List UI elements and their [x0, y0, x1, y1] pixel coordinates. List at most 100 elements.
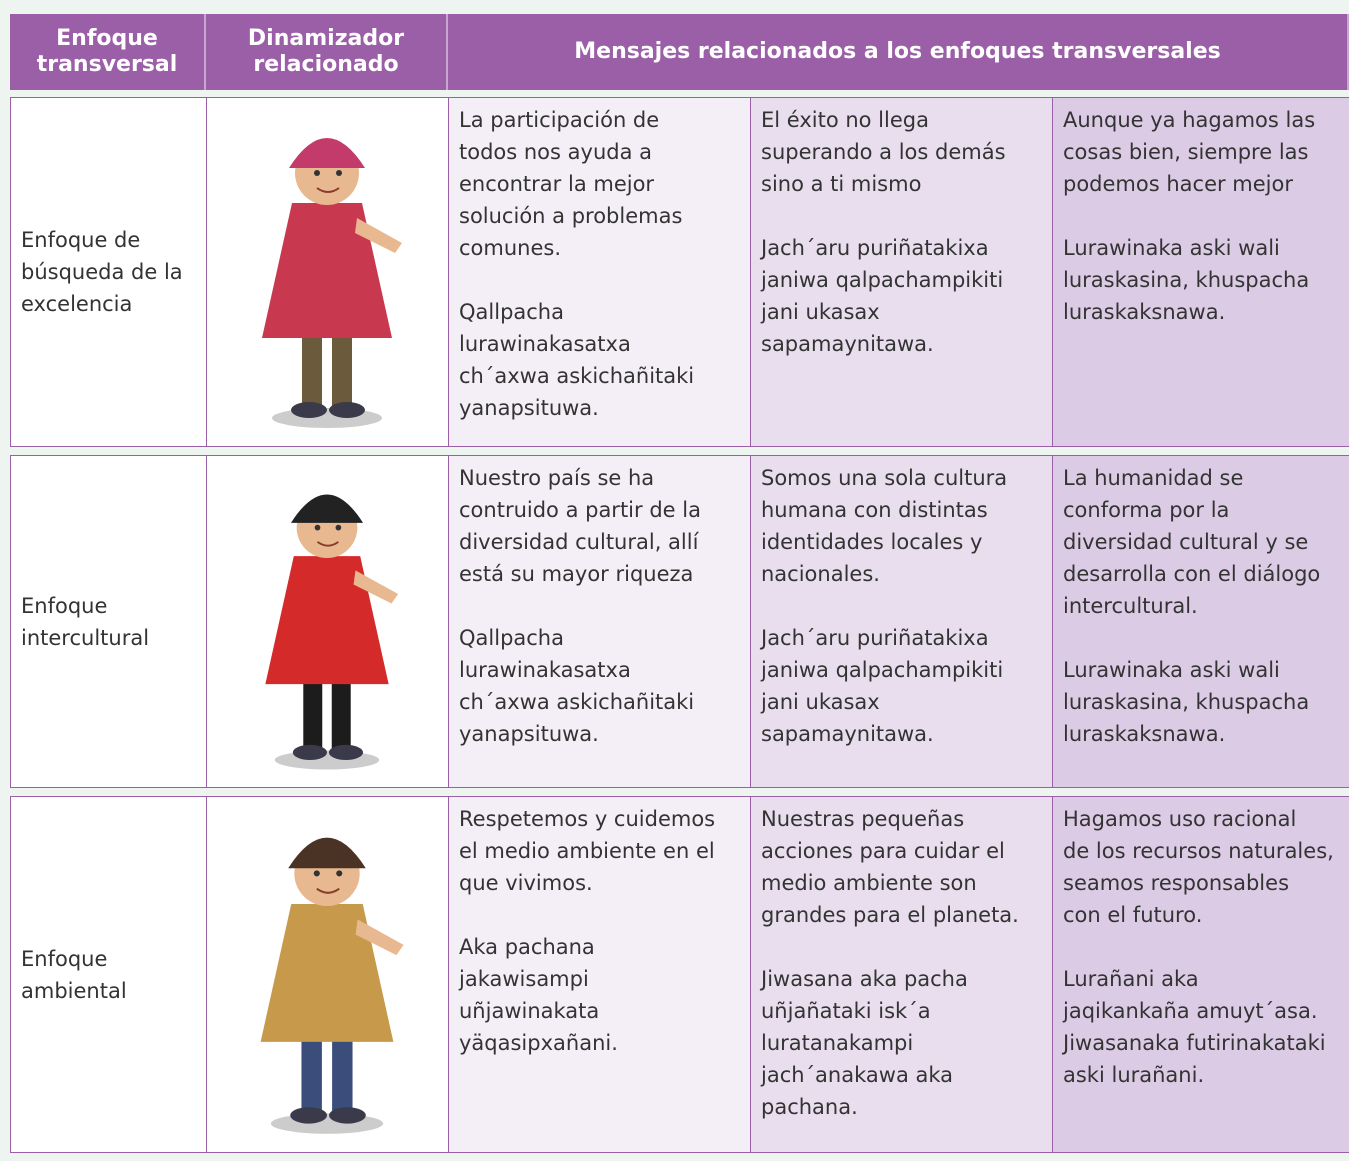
figure-cell: [206, 455, 449, 788]
message-spanish: conforma por la: [1063, 498, 1230, 522]
message-aymara: jach´anakawa aka: [761, 1063, 954, 1087]
message-spanish: cosas bien, siempre las: [1063, 140, 1309, 164]
message-cell: Nuestras pequeñas acciones para cuidar el…: [750, 796, 1053, 1153]
message-spanish: seamos responsables: [1063, 871, 1290, 895]
paragraph-gap: [459, 899, 740, 931]
message-cell: Hagamos uso racional de los recursos natu…: [1052, 796, 1349, 1153]
message-spanish: nacionales.: [761, 562, 880, 586]
message-aymara: yanapsituwa.: [459, 722, 599, 746]
message-spanish: desarrolla con el diálogo: [1063, 562, 1321, 586]
message-spanish: Respetemos y cuidemos: [459, 807, 716, 831]
message-aymara: janiwa qalpachampikiti: [761, 268, 1004, 292]
message-aymara: luratanakampi: [761, 1031, 914, 1055]
paragraph-gap: [459, 590, 740, 622]
message-spanish: Nuestras pequeñas: [761, 807, 965, 831]
message-aymara: Qallpacha: [459, 300, 564, 324]
message-aymara: janiwa qalpachampikiti: [761, 658, 1004, 682]
approach-text: Enfoque de: [21, 228, 141, 252]
message-aymara: jakawisampi: [459, 967, 589, 991]
message-spanish: podemos hacer mejor: [1063, 172, 1293, 196]
message-cell: El éxito no llega superando a los demás si…: [750, 97, 1053, 447]
approach-text: intercultural: [21, 625, 150, 650]
message-cell: Aunque ya hagamos las cosas bien, siempre…: [1052, 97, 1349, 447]
message-spanish: intercultural.: [1063, 594, 1198, 618]
message-aymara: sapamaynitawa.: [761, 332, 934, 356]
message-spanish: Nuestro país se ha: [459, 466, 655, 490]
message-spanish: identidades locales y: [761, 530, 983, 554]
message-cell: Nuestro país se ha contruido a partir de …: [448, 455, 751, 788]
header-text: Mensajes relacionados a los enfoques tra…: [574, 39, 1221, 64]
header-text: transversal: [36, 52, 178, 77]
message-aymara: luraskasina, khuspacha: [1063, 268, 1310, 292]
message-spanish: El éxito no llega: [761, 108, 929, 132]
message-aymara: jaqikankaña amuyt´asa.: [1063, 999, 1318, 1023]
message-aymara: luraskaksnawa.: [1063, 722, 1226, 746]
character-illustration: [265, 494, 399, 770]
message-aymara: Lurañani aka: [1063, 967, 1199, 991]
header-cell: Mensajes relacionados a los enfoques tra…: [448, 14, 1349, 90]
message-spanish: comunes.: [459, 236, 562, 260]
message-aymara: Lurawinaka aski wali: [1063, 658, 1280, 682]
message-aymara: yanapsituwa.: [459, 396, 599, 420]
message-spanish: de los recursos naturales,: [1063, 839, 1334, 863]
message-spanish: solución a problemas: [459, 204, 683, 228]
approach-text: Enfoque: [21, 593, 108, 618]
message-aymara: Lurawinaka aski wali: [1063, 236, 1280, 260]
message-spanish: el medio ambiente en el: [459, 839, 715, 863]
approach-cell: Enfoque intercultural: [10, 455, 207, 788]
message-aymara: aski lurañani.: [1063, 1063, 1205, 1087]
approach-text: Enfoque: [21, 946, 108, 971]
message-cell: Somos una sola cultura humana con distint…: [750, 455, 1053, 788]
message-spanish: sino a ti mismo: [761, 172, 922, 196]
message-spanish: diversidad cultural y se: [1063, 530, 1309, 554]
character-illustration: [262, 138, 402, 428]
approach-text: ambiental: [21, 978, 127, 1003]
paragraph-gap: [1063, 200, 1339, 232]
approach-cell: Enfoque de búsqueda de la excelencia: [10, 97, 207, 447]
paragraph-gap: [1063, 931, 1339, 963]
message-spanish: acciones para cuidar el: [761, 839, 1005, 863]
message-spanish: Hagamos uso racional: [1063, 807, 1297, 831]
message-spanish: humana con distintas: [761, 498, 988, 522]
message-aymara: Jach´aru puriñatakixa: [761, 236, 989, 260]
message-spanish: Somos una sola cultura: [761, 466, 1008, 490]
message-cell: Respetemos y cuidemos el medio ambiente e…: [448, 796, 751, 1153]
message-spanish: La humanidad se: [1063, 466, 1244, 490]
message-aymara: Jiwasana aka pacha: [761, 967, 968, 991]
header-text: Dinamizador: [247, 26, 405, 51]
message-aymara: Qallpacha: [459, 626, 564, 650]
message-aymara: Jiwasanaka futirinakataki: [1063, 1031, 1326, 1055]
message-spanish: La participación de: [459, 108, 660, 132]
message-cell: La humanidad se conforma por la diversidad…: [1052, 455, 1349, 788]
paragraph-gap: [761, 590, 1042, 622]
message-aymara: lurawinakasatxa: [459, 332, 631, 356]
message-aymara: luraskasina, khuspacha: [1063, 690, 1310, 714]
figure-cell: [206, 97, 449, 447]
header-text: Enfoque: [56, 26, 158, 51]
character-illustration: [260, 837, 404, 1134]
message-cell: La participación de todos nos ayuda a enco…: [448, 97, 751, 447]
header-text: relacionado: [253, 52, 399, 77]
message-spanish: que vivimos.: [459, 871, 593, 895]
message-aymara: ch´axwa askichañitaki: [459, 364, 695, 388]
message-aymara: uñjañataki isk´a: [761, 999, 931, 1023]
message-aymara: lurawinakasatxa: [459, 658, 631, 682]
paragraph-gap: [761, 931, 1042, 963]
header-cell: Enfoque transversal: [10, 14, 206, 90]
header-cell: Dinamizador relacionado: [206, 14, 448, 90]
message-spanish: está su mayor riqueza: [459, 562, 694, 586]
paragraph-gap: [761, 200, 1042, 232]
message-aymara: jani ukasax: [761, 300, 880, 324]
message-aymara: jani ukasax: [761, 690, 880, 714]
paragraph-gap: [1063, 622, 1339, 654]
approach-text: búsqueda de la: [21, 260, 183, 284]
paragraph-gap: [459, 264, 740, 296]
message-spanish: medio ambiente son: [761, 871, 977, 895]
message-aymara: sapamaynitawa.: [761, 722, 934, 746]
message-spanish: encontrar la mejor: [459, 172, 655, 196]
message-spanish: contruido a partir de la: [459, 498, 701, 522]
message-spanish: diversidad cultural, allí: [459, 530, 699, 554]
figure-cell: [206, 796, 449, 1153]
approach-text: excelencia: [21, 292, 133, 316]
